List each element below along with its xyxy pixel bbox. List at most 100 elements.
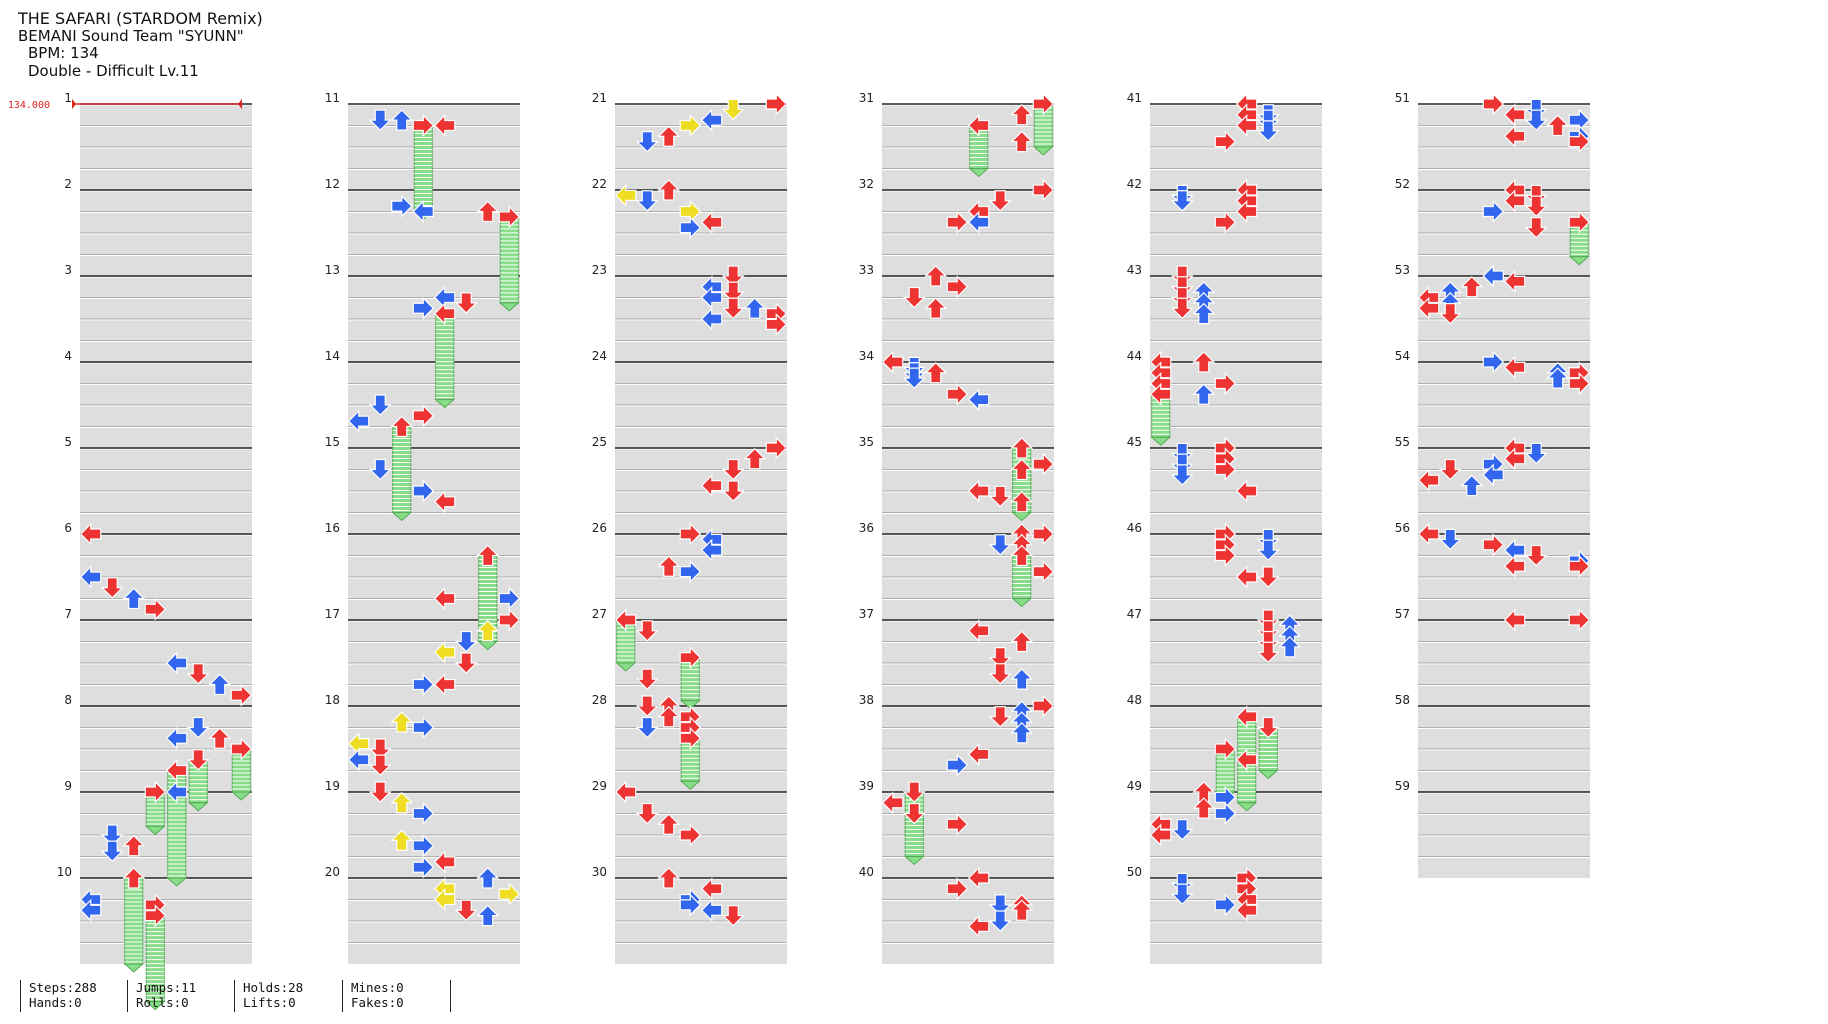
left-arrow-icon xyxy=(1503,189,1526,213)
beat-band xyxy=(1418,492,1590,513)
right-arrow-icon xyxy=(946,382,969,406)
measure-number: 43 xyxy=(1127,263,1142,277)
beat-band xyxy=(615,299,787,319)
beat-band xyxy=(615,750,787,771)
right-arrow-icon xyxy=(498,882,521,906)
beat-band xyxy=(1150,363,1322,384)
beat-band xyxy=(615,922,787,943)
beat-band xyxy=(1418,557,1590,577)
beat-band xyxy=(348,621,520,642)
hold-body xyxy=(124,877,144,965)
up-arrow-icon xyxy=(1192,351,1216,373)
beat-band xyxy=(882,621,1054,642)
beat-band xyxy=(1150,901,1322,921)
right-arrow-icon xyxy=(679,114,702,137)
beat-band xyxy=(615,557,787,577)
beat-band xyxy=(348,256,520,276)
beat-band xyxy=(1418,105,1590,126)
beat-band xyxy=(80,170,252,190)
up-arrow-icon xyxy=(208,673,232,696)
beat-band xyxy=(1150,514,1322,534)
down-arrow-icon xyxy=(988,190,1012,212)
beat-band xyxy=(1418,471,1590,491)
beat-band xyxy=(1150,922,1322,943)
down-arrow-icon xyxy=(902,781,926,803)
up-arrow-icon xyxy=(743,447,767,470)
down-arrow-icon xyxy=(454,899,478,922)
beat-band xyxy=(348,729,520,749)
down-arrow-icon xyxy=(368,458,392,481)
hold-tail xyxy=(679,780,701,790)
song-artist: BEMANI Sound Team "SYUNN" xyxy=(18,26,244,45)
right-arrow-icon xyxy=(1568,130,1591,154)
beat-band xyxy=(615,815,787,835)
beat-band xyxy=(882,922,1054,943)
down-arrow-icon xyxy=(454,652,478,674)
up-arrow-icon xyxy=(390,415,414,438)
beat-band xyxy=(1150,449,1322,470)
beat-band xyxy=(348,643,520,663)
beat-band xyxy=(1418,320,1590,341)
left-arrow-icon xyxy=(1417,522,1440,546)
down-arrow-icon xyxy=(186,663,210,685)
left-arrow-icon xyxy=(967,479,990,503)
beat-band xyxy=(882,578,1054,599)
down-arrow-icon xyxy=(1438,303,1462,325)
beat-band xyxy=(882,428,1054,448)
right-arrow-icon xyxy=(946,275,969,299)
up-arrow-icon xyxy=(390,791,414,814)
down-arrow-icon xyxy=(988,894,1012,916)
up-arrow-icon xyxy=(657,705,681,728)
left-arrow-icon xyxy=(1235,565,1258,589)
beat-band xyxy=(348,750,520,771)
right-arrow-icon xyxy=(144,597,167,621)
stats-col-mines: Mines:0 Fakes:0 xyxy=(342,980,456,1012)
beat-band xyxy=(1418,535,1590,556)
right-arrow-icon xyxy=(1482,200,1505,223)
right-arrow-icon xyxy=(412,855,435,879)
up-arrow-icon xyxy=(476,867,500,889)
beat-band xyxy=(1418,213,1590,233)
left-arrow-icon xyxy=(967,914,990,938)
right-arrow-icon xyxy=(1214,458,1237,481)
beat-band xyxy=(348,836,520,857)
left-arrow-icon xyxy=(614,608,637,632)
left-arrow-icon xyxy=(1235,748,1258,772)
beat-band xyxy=(615,772,787,792)
right-arrow-icon xyxy=(1214,210,1237,234)
left-arrow-icon xyxy=(700,898,723,922)
down-arrow-icon xyxy=(186,749,210,771)
beat-band xyxy=(1418,428,1590,448)
left-arrow-icon xyxy=(1503,447,1526,471)
left-arrow-icon xyxy=(1235,898,1258,922)
beat-band xyxy=(348,406,520,427)
measure-number: 52 xyxy=(1395,177,1410,191)
up-arrow-icon xyxy=(122,867,146,889)
hold-tail xyxy=(1011,512,1033,522)
measure-number: 27 xyxy=(592,607,607,621)
down-arrow-icon xyxy=(721,458,745,481)
up-arrow-icon xyxy=(1010,458,1034,481)
beat-band xyxy=(882,879,1054,900)
beat-band xyxy=(348,342,520,362)
beat-band xyxy=(615,621,787,642)
beat-band xyxy=(1150,213,1322,233)
beat-band xyxy=(882,535,1054,556)
left-arrow-icon xyxy=(433,888,456,911)
up-arrow-icon xyxy=(1192,383,1216,405)
up-arrow-icon xyxy=(476,904,500,927)
stats-col-holds: Holds:28 Lifts:0 xyxy=(234,980,348,1012)
up-arrow-icon xyxy=(1192,797,1216,819)
beat-band xyxy=(615,578,787,599)
right-arrow-icon xyxy=(679,726,702,750)
song-title: THE SAFARI (STARDOM Remix) xyxy=(18,9,263,28)
right-arrow-icon xyxy=(1032,522,1055,546)
measure-number: 39 xyxy=(859,779,874,793)
measure-number: 34 xyxy=(859,349,874,363)
hold-tail xyxy=(903,856,925,866)
up-arrow-icon xyxy=(476,200,500,223)
beat-band xyxy=(1418,170,1590,190)
beat-band xyxy=(882,385,1054,405)
down-arrow-icon xyxy=(721,98,745,121)
measure-number: 23 xyxy=(592,263,607,277)
